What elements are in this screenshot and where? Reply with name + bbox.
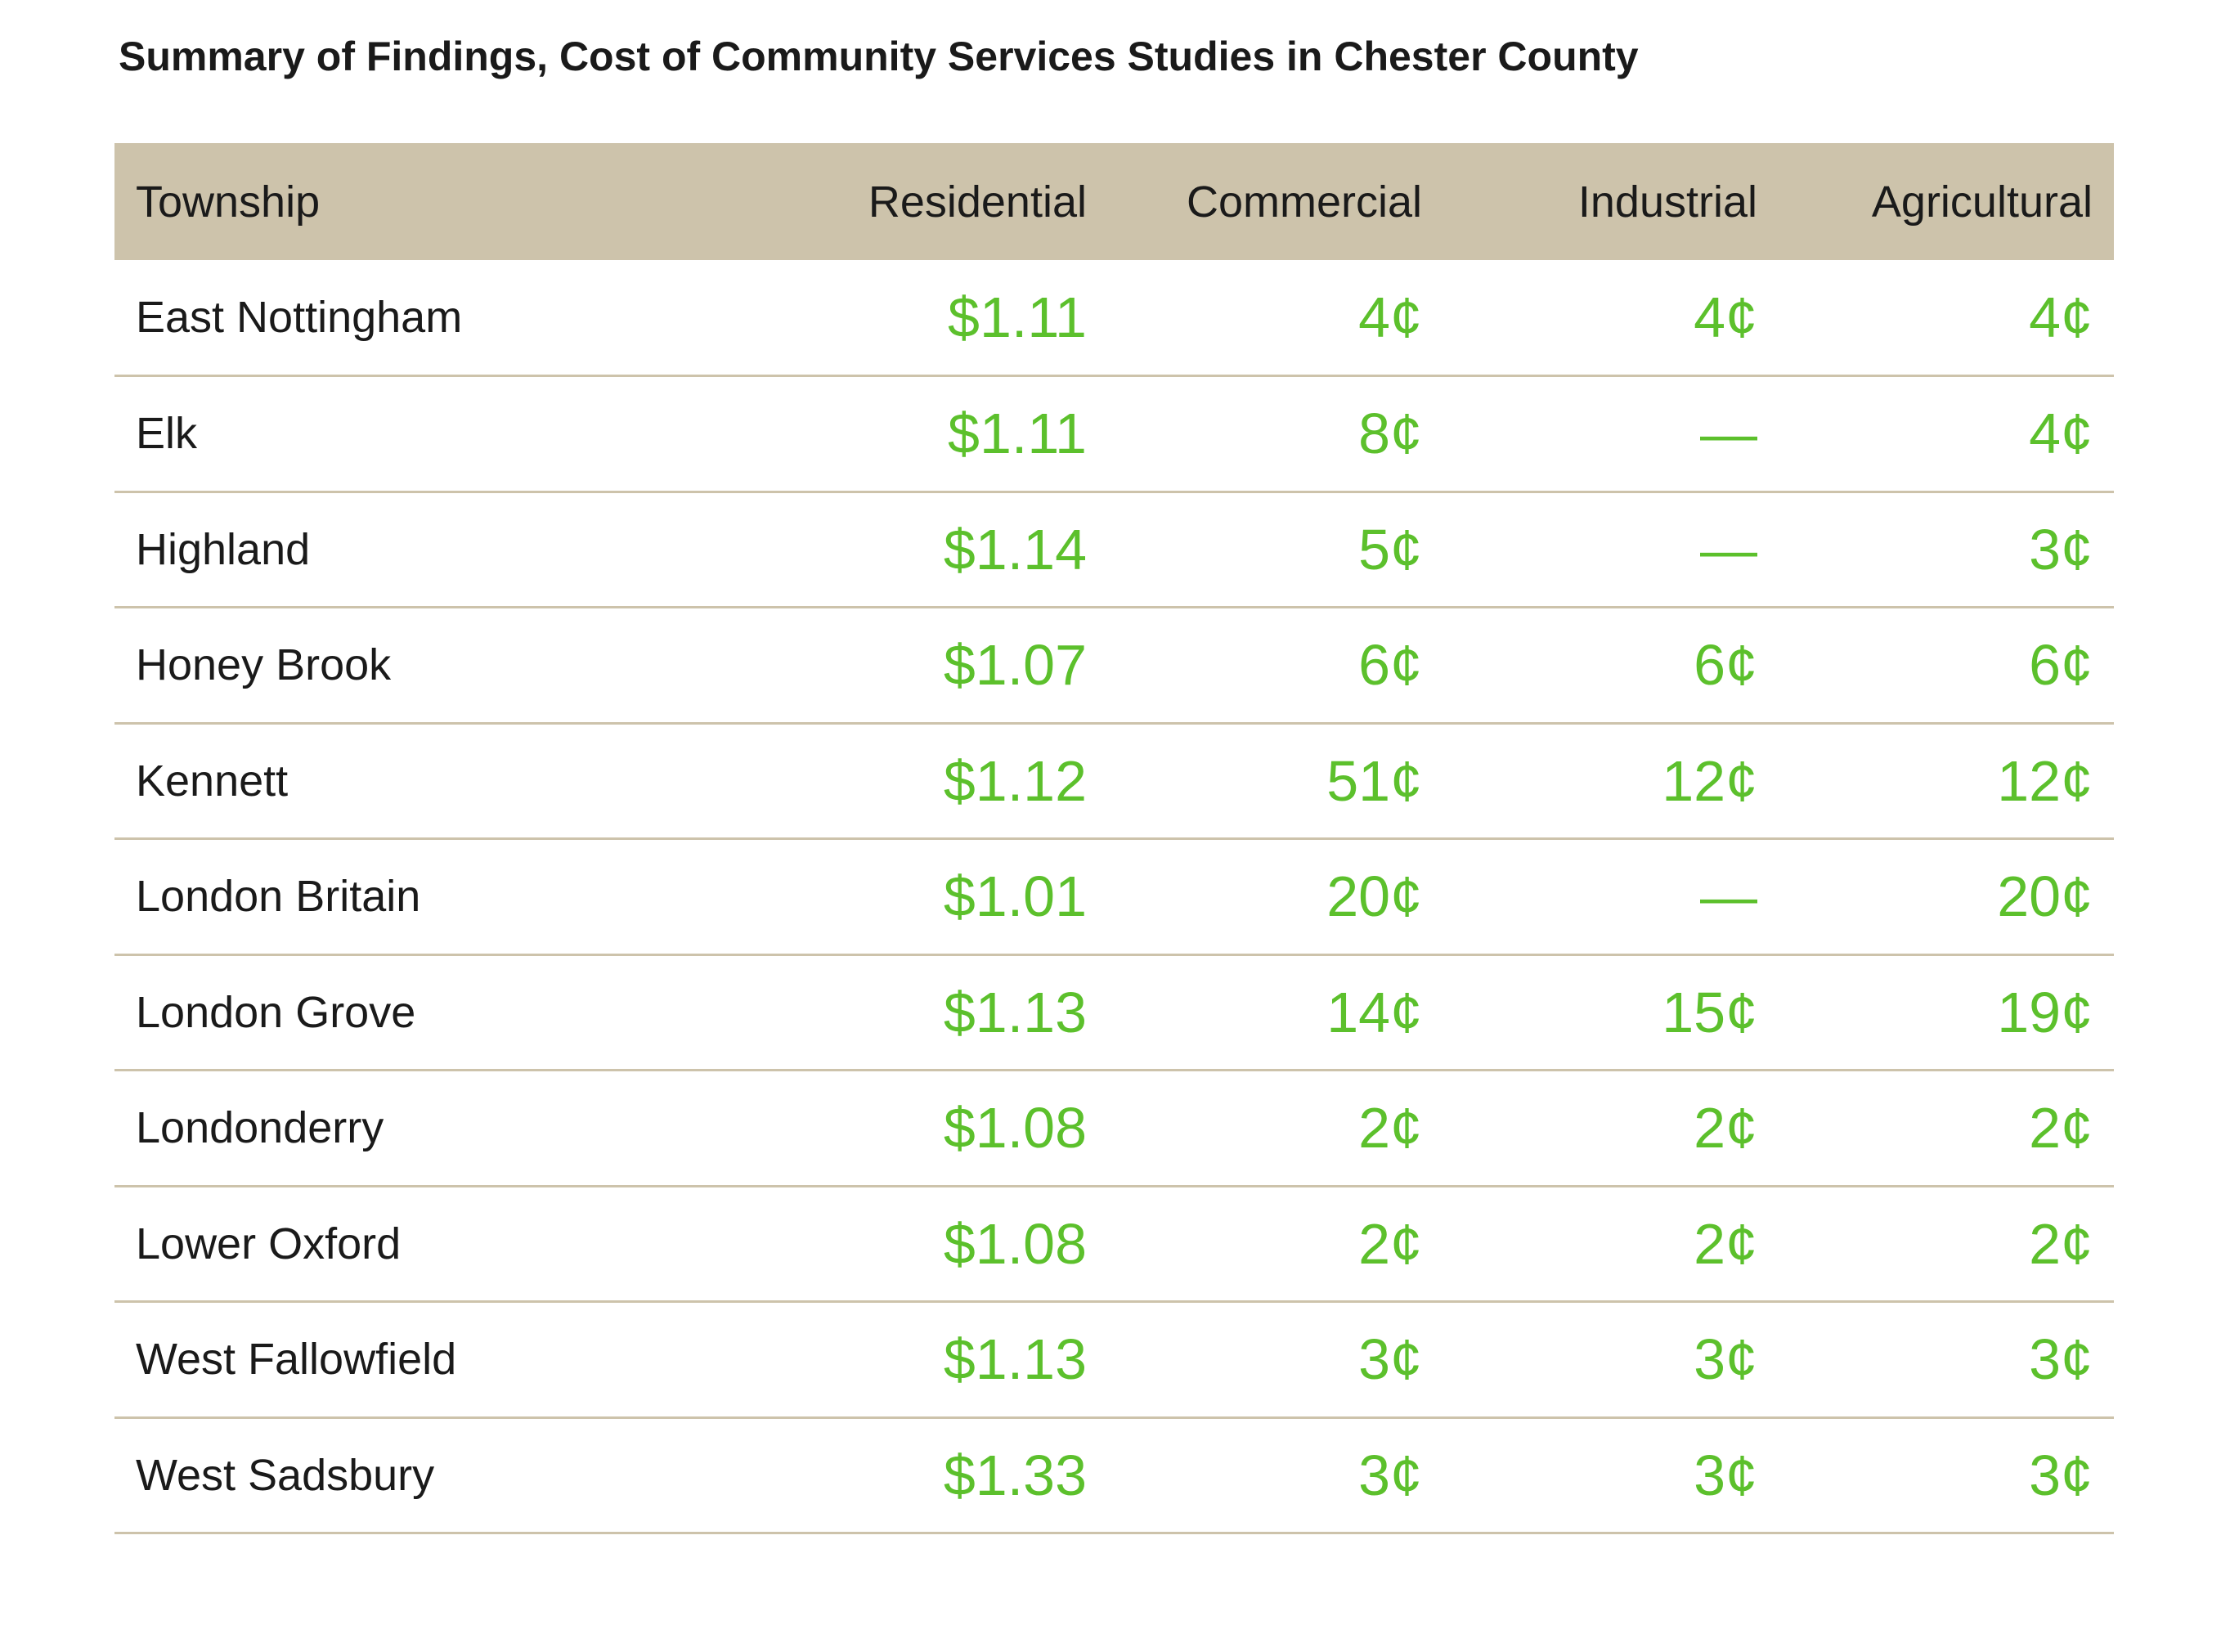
agricultural-cell: 3¢: [2029, 517, 2093, 581]
industrial-cell: 2¢: [1694, 1211, 1757, 1276]
table-row: Londonderry $1.08 2¢ 2¢ 2¢: [114, 1071, 2114, 1186]
residential-cell: $1.12: [943, 748, 1087, 813]
table-row: Honey Brook $1.07 6¢ 6¢ 6¢: [114, 608, 2114, 723]
township-cell: Kennett: [136, 756, 289, 806]
commercial-cell: 8¢: [1358, 402, 1422, 466]
residential-cell: $1.14: [943, 517, 1087, 581]
industrial-cell: 3¢: [1694, 1327, 1757, 1392]
header-agricultural: Agricultural: [1871, 177, 2093, 227]
table-body: East Nottingham $1.11 4¢ 4¢ 4¢ Elk $1.11 8¢ — 4¢ H…: [114, 260, 2114, 1533]
residential-cell: $1.11: [948, 402, 1087, 466]
header-row: Township Residential Commercial Industri…: [114, 143, 2114, 260]
industrial-cell: —: [1700, 864, 1757, 929]
township-cell: Lower Oxford: [136, 1219, 402, 1268]
industrial-cell: 4¢: [1694, 285, 1757, 349]
agricultural-cell: 4¢: [2029, 285, 2093, 349]
residential-cell: $1.08: [943, 1211, 1087, 1276]
table-header: Township Residential Commercial Industri…: [114, 143, 2114, 260]
findings-table: Township Residential Commercial Industri…: [114, 143, 2114, 1534]
township-cell: West Sadsbury: [136, 1450, 435, 1500]
commercial-cell: 2¢: [1358, 1211, 1422, 1276]
commercial-cell: 2¢: [1358, 1096, 1422, 1160]
township-cell: Elk: [136, 409, 198, 459]
township-cell: London Grove: [136, 987, 416, 1037]
industrial-cell: 12¢: [1662, 748, 1757, 813]
residential-cell: $1.13: [943, 980, 1087, 1044]
industrial-cell: —: [1700, 517, 1757, 581]
table-row: Kennett $1.12 51¢ 12¢ 12¢: [114, 723, 2114, 839]
agricultural-cell: 3¢: [2029, 1327, 2093, 1392]
commercial-cell: 3¢: [1358, 1443, 1422, 1507]
header-township: Township: [136, 177, 321, 227]
commercial-cell: 51¢: [1326, 748, 1422, 813]
township-cell: Highland: [136, 524, 311, 574]
commercial-cell: 6¢: [1358, 633, 1422, 698]
residential-cell: $1.13: [943, 1327, 1087, 1392]
residential-cell: $1.01: [943, 864, 1087, 929]
township-cell: East Nottingham: [136, 293, 463, 342]
header-industrial: Industrial: [1577, 177, 1757, 227]
agricultural-cell: 6¢: [2029, 633, 2093, 698]
agricultural-cell: 12¢: [1997, 748, 2093, 813]
commercial-cell: 5¢: [1358, 517, 1422, 581]
industrial-cell: 3¢: [1694, 1443, 1757, 1507]
commercial-cell: 20¢: [1326, 864, 1422, 929]
table-title: Summary of Findings, Cost of Community S…: [119, 34, 1639, 79]
commercial-cell: 4¢: [1358, 285, 1422, 349]
agricultural-cell: 19¢: [1997, 980, 2093, 1044]
header-commercial: Commercial: [1186, 177, 1422, 227]
table-row: West Sadsbury $1.33 3¢ 3¢ 3¢: [114, 1417, 2114, 1533]
agricultural-cell: 20¢: [1997, 864, 2093, 929]
table-row: East Nottingham $1.11 4¢ 4¢ 4¢: [114, 260, 2114, 376]
industrial-cell: 2¢: [1694, 1096, 1757, 1160]
residential-cell: $1.08: [943, 1096, 1087, 1160]
residential-cell: $1.11: [948, 285, 1087, 349]
table-row: Highland $1.14 5¢ — 3¢: [114, 492, 2114, 608]
table-row: London Britain $1.01 20¢ — 20¢: [114, 839, 2114, 954]
township-cell: London Britain: [136, 872, 421, 922]
residential-cell: $1.33: [943, 1443, 1087, 1507]
industrial-cell: —: [1700, 402, 1757, 466]
table-row: Lower Oxford $1.08 2¢ 2¢ 2¢: [114, 1186, 2114, 1302]
commercial-cell: 14¢: [1326, 980, 1422, 1044]
township-cell: West Fallowfield: [136, 1335, 457, 1385]
header-residential: Residential: [868, 177, 1087, 227]
table-row: West Fallowfield $1.13 3¢ 3¢ 3¢: [114, 1302, 2114, 1417]
table-row: Elk $1.11 8¢ — 4¢: [114, 376, 2114, 492]
agricultural-cell: 2¢: [2029, 1211, 2093, 1276]
township-cell: Londonderry: [136, 1103, 384, 1153]
agricultural-cell: 2¢: [2029, 1096, 2093, 1160]
residential-cell: $1.07: [943, 633, 1087, 698]
table-row: London Grove $1.13 14¢ 15¢ 19¢: [114, 954, 2114, 1071]
agricultural-cell: 3¢: [2029, 1443, 2093, 1507]
industrial-cell: 15¢: [1662, 980, 1757, 1044]
agricultural-cell: 4¢: [2029, 402, 2093, 466]
township-cell: Honey Brook: [136, 640, 392, 690]
industrial-cell: 6¢: [1694, 633, 1757, 698]
commercial-cell: 3¢: [1358, 1327, 1422, 1392]
